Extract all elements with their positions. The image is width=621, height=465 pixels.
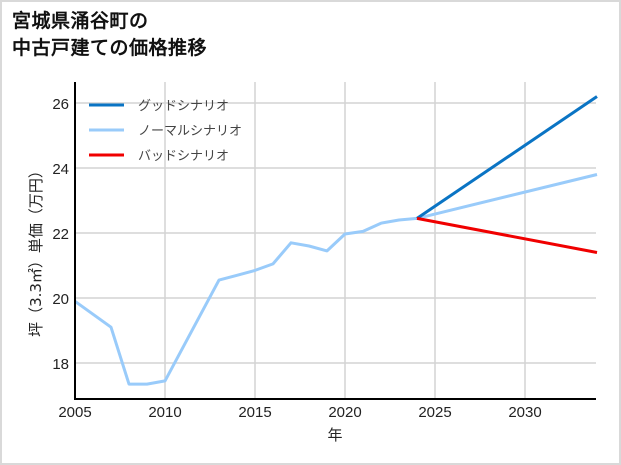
y-tick-label: 18 bbox=[52, 356, 69, 373]
y-tick-label: 20 bbox=[52, 291, 69, 308]
y-axis-label: 坪（3.3㎡）単価（万円） bbox=[27, 163, 45, 337]
y-tick-label: 24 bbox=[52, 161, 69, 178]
x-tick-label: 2010 bbox=[148, 404, 181, 421]
tick-labels: 2005 2010 2015 2020 2025 2030 18 20 22 24 26 bbox=[52, 96, 541, 421]
axes bbox=[74, 82, 596, 400]
title-line-2: 中古戸建ての価格推移 bbox=[12, 37, 208, 59]
x-tick-label: 2005 bbox=[58, 404, 91, 421]
legend-label: バッドシナリオ bbox=[138, 149, 229, 164]
legend-label: ノーマルシナリオ bbox=[138, 124, 242, 139]
series-line bbox=[416, 216, 598, 254]
data-lines bbox=[74, 95, 598, 386]
x-axis-label: 年 bbox=[327, 426, 342, 444]
title-line-1: 宮城県涌谷町の bbox=[12, 10, 149, 32]
series-line bbox=[74, 173, 598, 386]
series-line bbox=[416, 95, 598, 220]
x-tick-label: 2030 bbox=[508, 404, 541, 421]
x-tick-label: 2025 bbox=[418, 404, 451, 421]
gridlines bbox=[75, 82, 596, 399]
legend-label: グッドシナリオ bbox=[138, 99, 229, 114]
y-tick-label: 22 bbox=[52, 226, 69, 243]
y-tick-label: 26 bbox=[52, 96, 69, 113]
chart-title: 宮城県涌谷町の 中古戸建ての価格推移 bbox=[12, 8, 207, 62]
x-tick-label: 2015 bbox=[238, 404, 271, 421]
x-tick-label: 2020 bbox=[328, 404, 361, 421]
